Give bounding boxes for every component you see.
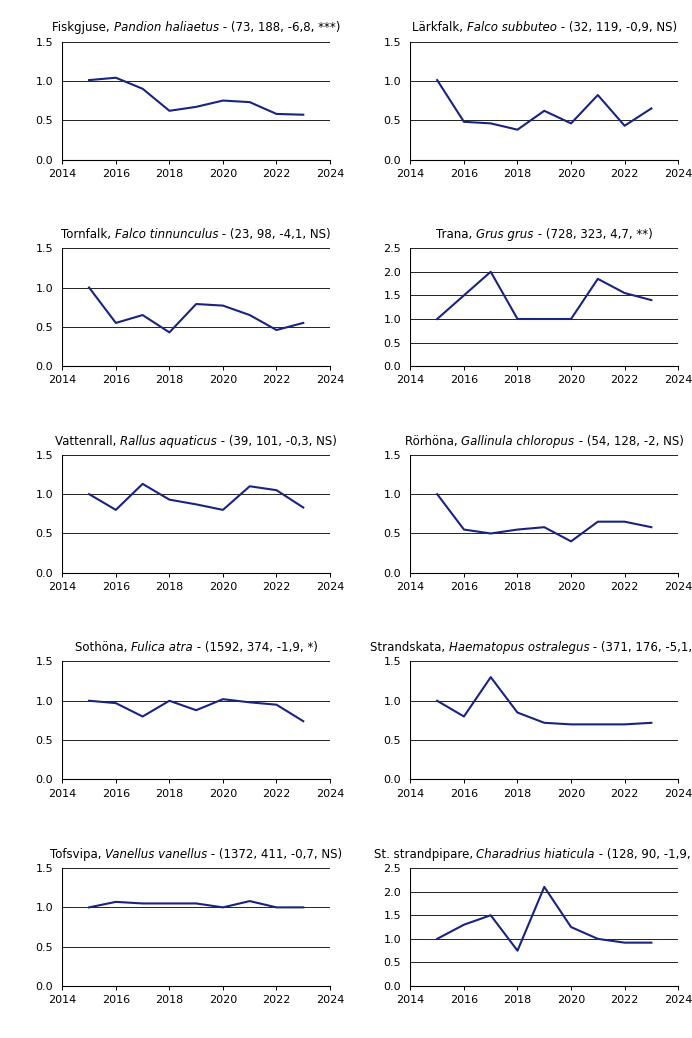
Text: Pandion haliaetus: Pandion haliaetus xyxy=(113,22,219,34)
Text: Lärkfalk,: Lärkfalk, xyxy=(412,22,466,34)
Text: - (32, 119, -0,9, NS): - (32, 119, -0,9, NS) xyxy=(556,22,677,34)
Text: - (1592, 374, -1,9, *): - (1592, 374, -1,9, *) xyxy=(192,641,318,654)
Text: Rallus aquaticus: Rallus aquaticus xyxy=(120,435,217,447)
Text: Fiskgjuse,: Fiskgjuse, xyxy=(52,22,113,34)
Text: - (23, 98, -4,1, NS): - (23, 98, -4,1, NS) xyxy=(219,228,331,241)
Text: - (54, 128, -2, NS): - (54, 128, -2, NS) xyxy=(574,435,684,447)
Text: St. strandpipare,: St. strandpipare, xyxy=(374,848,476,861)
Text: Charadrius hiaticula: Charadrius hiaticula xyxy=(476,848,595,861)
Text: Vattenrall,: Vattenrall, xyxy=(55,435,120,447)
Text: Vanellus vanellus: Vanellus vanellus xyxy=(105,848,208,861)
Text: Tornfalk,: Tornfalk, xyxy=(61,228,115,241)
Text: Falco subbuteo: Falco subbuteo xyxy=(466,22,556,34)
Text: Trana,: Trana, xyxy=(436,228,476,241)
Text: - (73, 188, -6,8, ***): - (73, 188, -6,8, ***) xyxy=(219,22,340,34)
Text: Strandskata,: Strandskata, xyxy=(370,641,449,654)
Text: - (728, 323, 4,7, **): - (728, 323, 4,7, **) xyxy=(534,228,653,241)
Text: Rörhöna,: Rörhöna, xyxy=(405,435,462,447)
Text: Grus grus: Grus grus xyxy=(476,228,534,241)
Text: - (128, 90, -1,9, NS): - (128, 90, -1,9, NS) xyxy=(595,848,692,861)
Text: Gallinula chloropus: Gallinula chloropus xyxy=(462,435,574,447)
Text: Tofsvipa,: Tofsvipa, xyxy=(50,848,105,861)
Text: Falco tinnunculus: Falco tinnunculus xyxy=(115,228,219,241)
Text: - (39, 101, -0,3, NS): - (39, 101, -0,3, NS) xyxy=(217,435,337,447)
Text: Haematopus ostralegus: Haematopus ostralegus xyxy=(449,641,590,654)
Text: Fulica atra: Fulica atra xyxy=(131,641,192,654)
Text: - (1372, 411, -0,7, NS): - (1372, 411, -0,7, NS) xyxy=(208,848,343,861)
Text: - (371, 176, -5,1, ***): - (371, 176, -5,1, ***) xyxy=(590,641,692,654)
Text: Sothöna,: Sothöna, xyxy=(75,641,131,654)
